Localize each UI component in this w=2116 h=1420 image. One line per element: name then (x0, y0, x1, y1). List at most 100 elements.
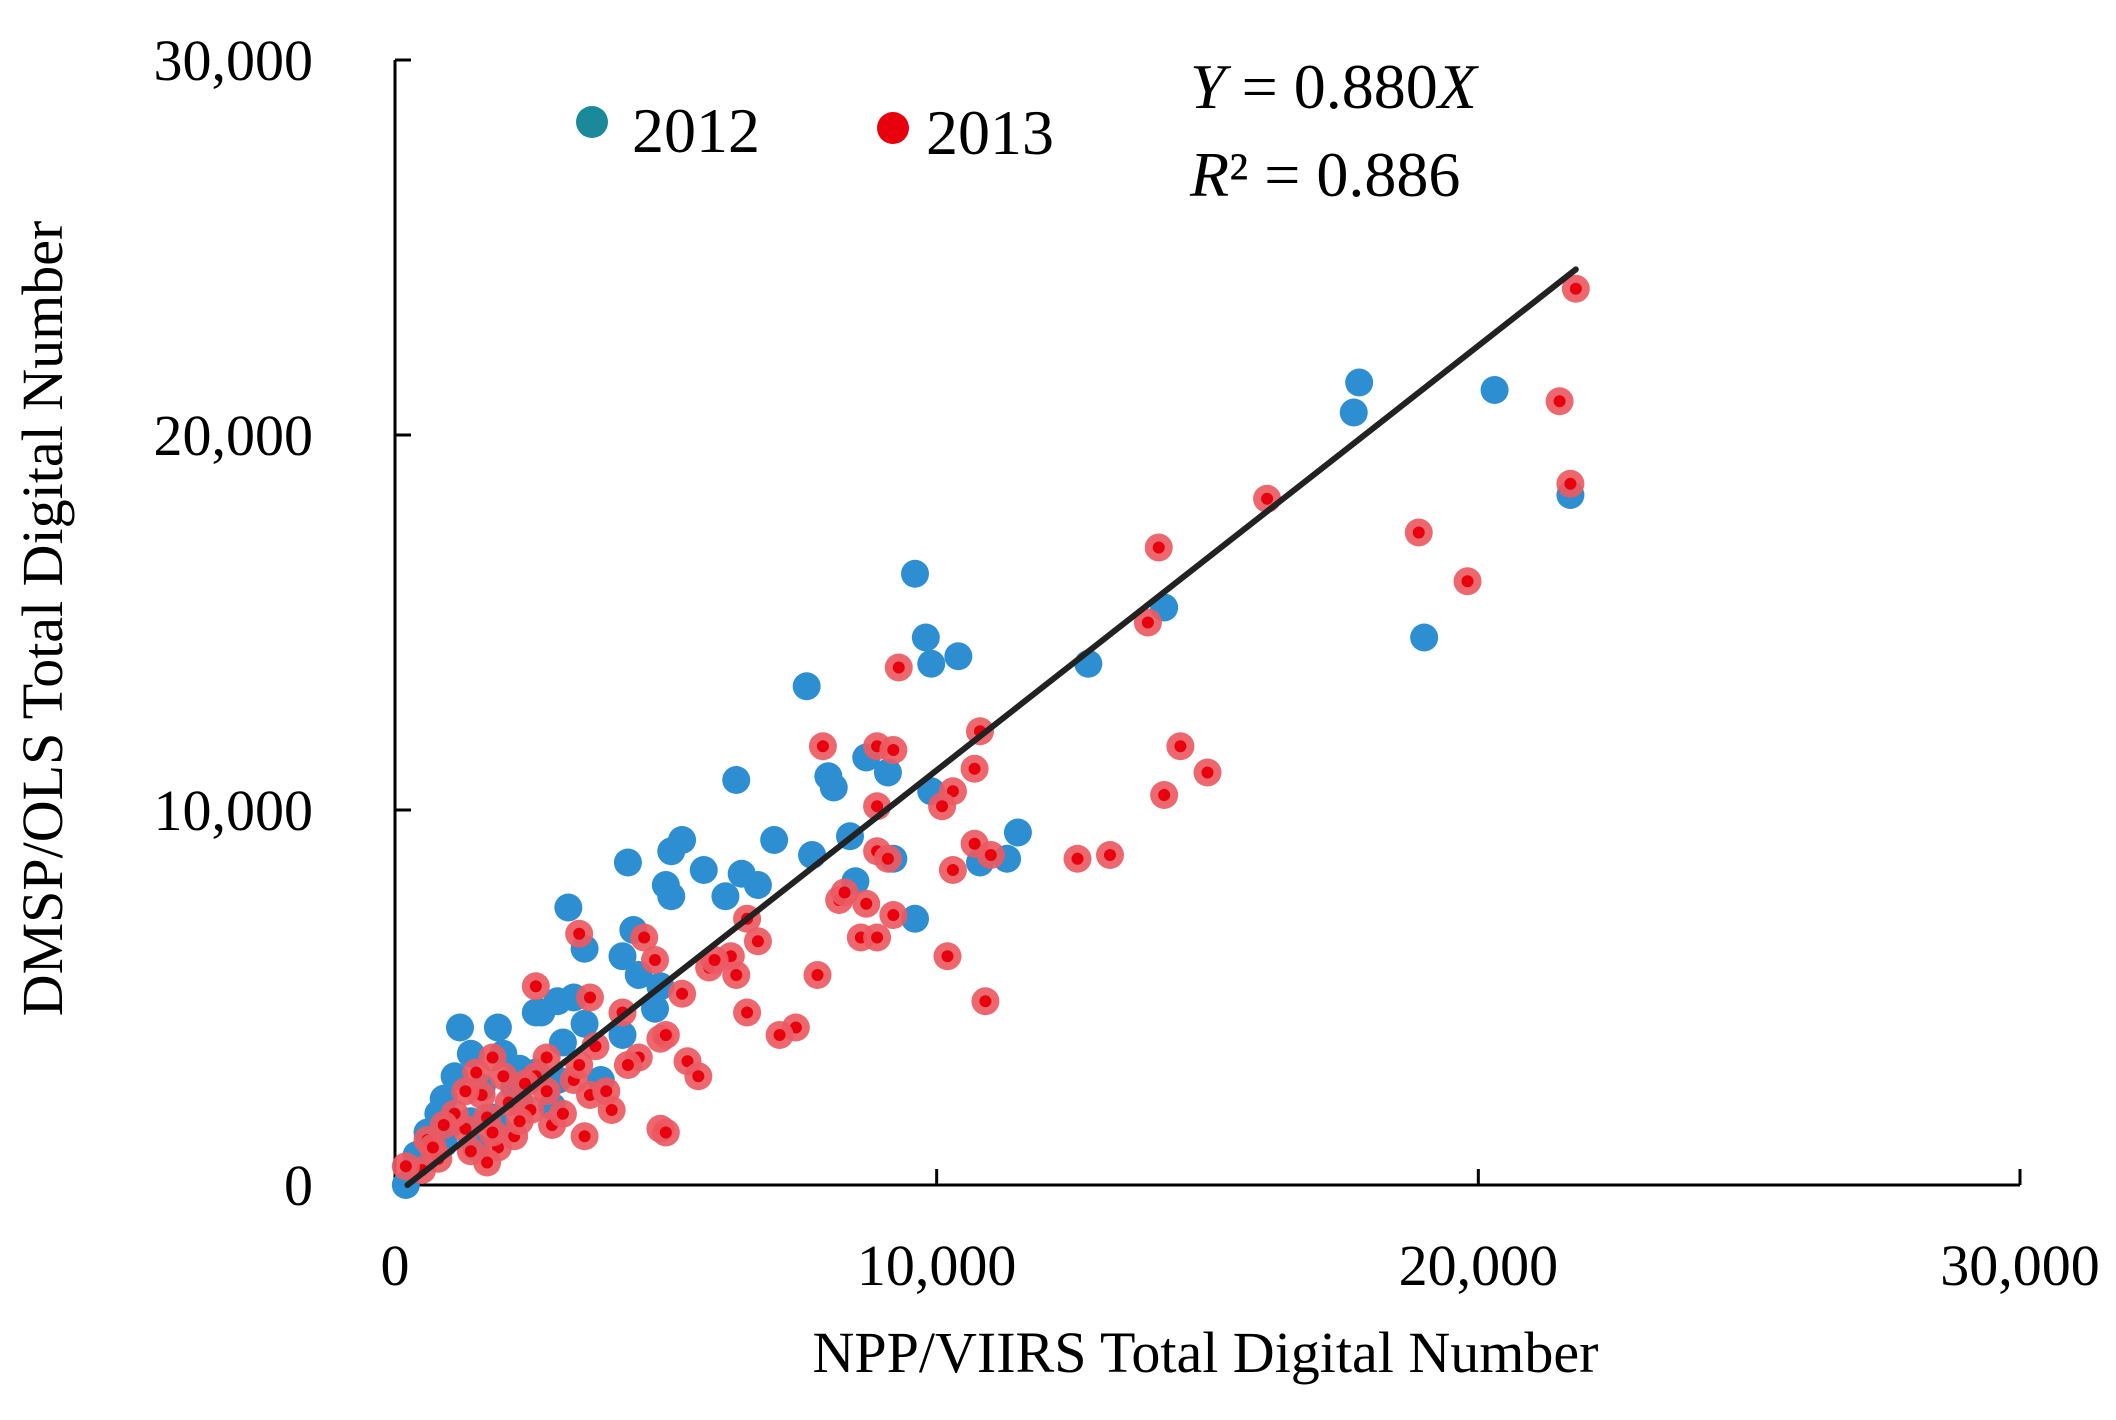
point-2013 (863, 923, 892, 952)
point-2012 (641, 994, 669, 1023)
point-2013 (521, 972, 550, 1001)
point-inner-2013 (816, 740, 829, 753)
point-2012 (944, 642, 973, 671)
point-2013 (641, 946, 669, 974)
legend: 2012 2013 (576, 95, 1054, 168)
point-inner-2013 (946, 785, 959, 798)
point-inner-2013 (708, 954, 721, 966)
y-tick-label: 10,000 (154, 778, 314, 843)
point-inner-2013 (1141, 616, 1154, 629)
fit-line-group (404, 266, 1579, 1188)
point-2013 (830, 878, 859, 907)
point-2013 (938, 856, 967, 884)
point-2013 (765, 1021, 794, 1049)
point-inner-2013 (486, 1051, 499, 1064)
point-2013 (722, 961, 751, 989)
point-2012 (657, 837, 686, 866)
legend-marker-2013 (877, 112, 909, 144)
point-2012 (1339, 398, 1368, 427)
point-2013 (1545, 387, 1574, 416)
point-2013 (668, 979, 697, 1008)
point-inner-2013 (1261, 492, 1274, 505)
y-tick-label: 30,000 (154, 28, 314, 93)
equation-coefficient: = 0.880 (1226, 51, 1438, 122)
point-2013 (1453, 567, 1482, 596)
r2-var: R (1189, 139, 1229, 210)
point-2013 (1193, 758, 1222, 787)
point-inner-2013 (681, 1055, 694, 1068)
point-inner-2013 (730, 969, 743, 981)
point-2013 (1150, 781, 1179, 809)
point-inner-2013 (979, 995, 992, 1008)
x-axis-title: NPP/VIIRS Total Digital Number (813, 1320, 1599, 1385)
point-inner-2013 (773, 1029, 786, 1041)
equation-x-var: X (1435, 51, 1480, 122)
point-inner-2013 (470, 1066, 483, 1079)
x-tick-label: 10,000 (857, 1233, 1017, 1298)
point-inner-2013 (871, 931, 884, 944)
point-2012 (743, 871, 772, 899)
point-inner-2013 (437, 1119, 450, 1131)
point-inner-2013 (497, 1070, 510, 1083)
point-inner-2013 (892, 661, 905, 674)
point-inner-2013 (1201, 766, 1214, 779)
point-inner-2013 (578, 1130, 591, 1143)
point-2013 (391, 1152, 420, 1181)
regression-annotation: Y = 0.880X R² = 0.886 (1189, 51, 1480, 210)
point-2013 (933, 942, 962, 971)
point-2013 (879, 736, 908, 764)
point-inner-2013 (481, 1156, 494, 1169)
point-inner-2013 (600, 1085, 613, 1098)
point-inner-2013 (573, 1059, 586, 1071)
point-inner-2013 (573, 927, 586, 940)
point-inner-2013 (1564, 477, 1577, 490)
point-inner-2013 (426, 1141, 439, 1154)
point-inner-2013 (605, 1104, 618, 1116)
point-2012 (873, 758, 902, 787)
legend-label-2012: 2012 (632, 95, 760, 166)
x-tick-label: 20,000 (1399, 1233, 1559, 1298)
point-inner-2013 (1104, 849, 1116, 861)
point-2012 (446, 1013, 474, 1042)
point-2013 (1144, 533, 1173, 562)
point-inner-2013 (860, 897, 873, 910)
point-2013 (565, 919, 594, 948)
point-inner-2013 (811, 969, 824, 981)
point-2013 (803, 961, 832, 989)
regression-equation: Y = 0.880X (1190, 51, 1480, 122)
point-2013 (1096, 841, 1124, 869)
point-inner-2013 (464, 1145, 477, 1158)
point-inner-2013 (529, 980, 542, 993)
equation-y-var: Y (1190, 51, 1232, 122)
fit-line (404, 266, 1579, 1188)
point-2013 (733, 998, 762, 1027)
x-tick-label: 30,000 (1940, 1233, 2100, 1298)
point-2013 (1133, 608, 1162, 637)
point-2013 (1556, 469, 1585, 498)
point-inner-2013 (887, 909, 900, 921)
point-2012 (722, 766, 751, 794)
point-2012 (657, 882, 686, 911)
point-inner-2013 (887, 744, 900, 756)
point-inner-2013 (659, 1029, 672, 1041)
point-2013 (651, 1118, 680, 1147)
point-2013 (576, 983, 604, 1012)
point-2013 (1404, 518, 1433, 547)
point-inner-2013 (941, 950, 954, 963)
point-2013 (873, 844, 902, 873)
point-2013 (884, 653, 913, 682)
point-inner-2013 (936, 800, 949, 813)
point-inner-2013 (984, 849, 997, 861)
point-2012 (1345, 368, 1374, 397)
point-inner-2013 (968, 837, 981, 850)
point-inner-2013 (638, 931, 651, 944)
point-inner-2013 (1071, 852, 1084, 865)
axes (393, 58, 2022, 1187)
point-2013 (548, 1099, 577, 1128)
point-2013 (451, 1077, 480, 1106)
point-2012 (483, 1013, 512, 1042)
r2-rest: ² = 0.886 (1229, 139, 1460, 210)
point-2013 (976, 841, 1005, 869)
point-2013 (684, 1062, 713, 1091)
